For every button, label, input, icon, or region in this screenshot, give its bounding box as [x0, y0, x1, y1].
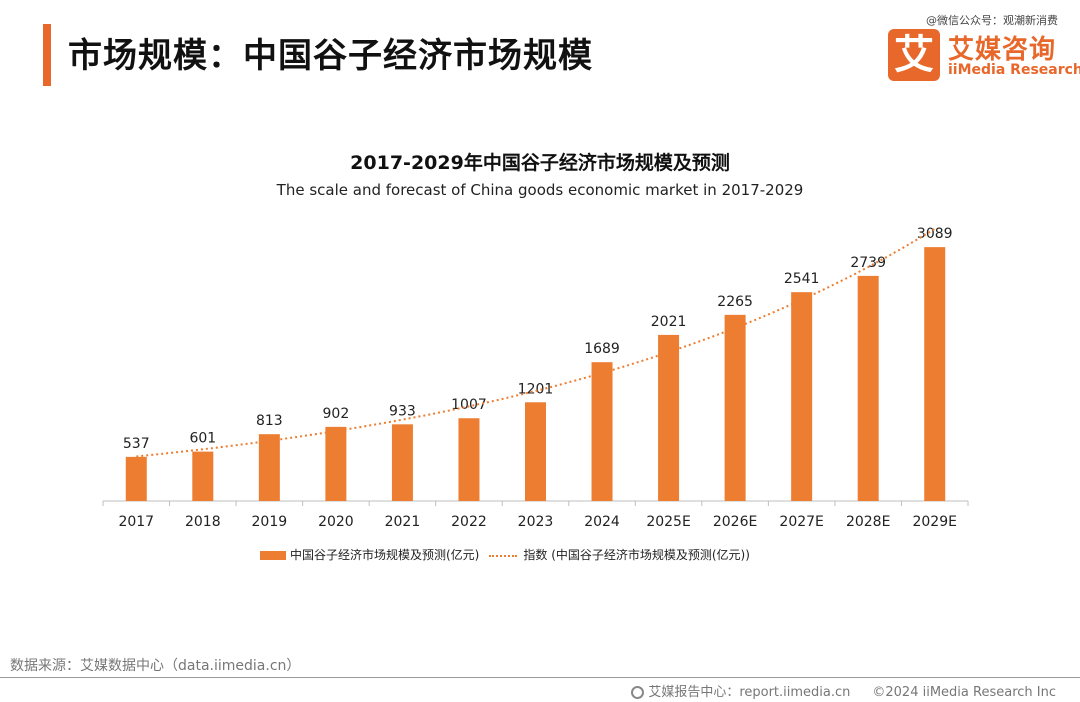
legend-bar-label: 中国谷子经济市场规模及预测(亿元) — [290, 548, 480, 562]
x-tick-label-2017: 2017 — [118, 514, 154, 530]
data-label-2029E: 3089 — [917, 226, 953, 242]
bar-2019 — [258, 434, 280, 501]
watermark: @微信公众号：观潮新消费 — [926, 14, 1058, 27]
report-center-link[interactable]: 艾媒报告中心：report.iimedia.cn — [648, 685, 851, 700]
x-tick-label-2024: 2024 — [584, 514, 620, 530]
chart-title: 2017-2029年中国谷子经济市场规模及预测 — [350, 152, 730, 174]
bar-2027E — [791, 292, 813, 501]
bar-2023 — [525, 402, 546, 501]
logo-mark: 艾 — [888, 29, 940, 81]
x-tick-label-2021: 2021 — [385, 514, 421, 530]
globe-icon — [631, 686, 645, 699]
bar-2029E — [924, 247, 946, 501]
x-tick-label-2023: 2023 — [518, 514, 554, 530]
x-tick-label-2020: 2020 — [318, 514, 354, 530]
data-label-2021: 933 — [389, 403, 416, 419]
bar-2017 — [125, 456, 147, 501]
bar-2022 — [458, 418, 480, 501]
trendline — [136, 228, 936, 458]
legend-bar-swatch — [260, 551, 286, 560]
data-label-2018: 601 — [189, 431, 216, 447]
data-label-2020: 902 — [323, 406, 350, 422]
data-label-2017: 537 — [123, 436, 150, 452]
x-tick-label-2029E: 2029E — [912, 514, 956, 530]
chart-subtitle: The scale and forecast of China goods ec… — [276, 181, 804, 199]
legend-trend-label: 指数 (中国谷子经济市场规模及预测(亿元)) — [523, 548, 750, 562]
bar-2026E — [724, 314, 746, 501]
bar-2020 — [325, 426, 347, 501]
footer-divider — [0, 677, 1080, 678]
page-title: 市场规模：中国谷子经济市场规模 — [68, 36, 593, 76]
data-label-2026E: 2265 — [717, 294, 753, 310]
legend-trend-swatch — [489, 554, 518, 557]
iimedia-logo: 艾 艾媒咨询 iiMedia Research — [888, 29, 1080, 83]
x-tick-label-2018: 2018 — [185, 514, 221, 530]
data-label-2019: 813 — [256, 413, 283, 429]
bar-2025E — [658, 334, 680, 501]
x-tick-label-2019: 2019 — [252, 514, 288, 530]
logo-en-text: iiMedia Research — [948, 62, 1080, 78]
x-tick-label-2028E: 2028E — [846, 514, 890, 530]
data-label-2025E: 2021 — [651, 314, 687, 330]
chart-legend: 中国谷子经济市场规模及预测(亿元) 指数 (中国谷子经济市场规模及预测(亿元)) — [260, 546, 750, 563]
data-label-2028E: 2739 — [850, 255, 886, 271]
copyright: ©2024 iiMedia Research Inc — [872, 685, 1056, 700]
logo-cn-text: 艾媒咨询 — [948, 35, 1057, 65]
bar-2024 — [591, 362, 613, 501]
bar-2028E — [857, 275, 879, 501]
bar-2021 — [391, 424, 413, 501]
x-tick-label-2022: 2022 — [451, 514, 487, 530]
data-source: 数据来源：艾媒数据中心（data.iimedia.cn） — [10, 658, 301, 674]
x-tick-label-2026E: 2026E — [713, 514, 757, 530]
data-label-2024: 1689 — [584, 341, 620, 357]
x-tick-label-2025E: 2025E — [646, 514, 690, 530]
x-tick-label-2027E: 2027E — [779, 514, 823, 530]
title-accent-bar — [43, 24, 51, 86]
footer: 艾媒报告中心：report.iimedia.cn ©2024 iiMedia Re… — [631, 681, 1056, 700]
data-label-2022: 1007 — [451, 397, 487, 413]
bar-2018 — [192, 451, 214, 501]
data-label-2027E: 2541 — [784, 271, 820, 287]
